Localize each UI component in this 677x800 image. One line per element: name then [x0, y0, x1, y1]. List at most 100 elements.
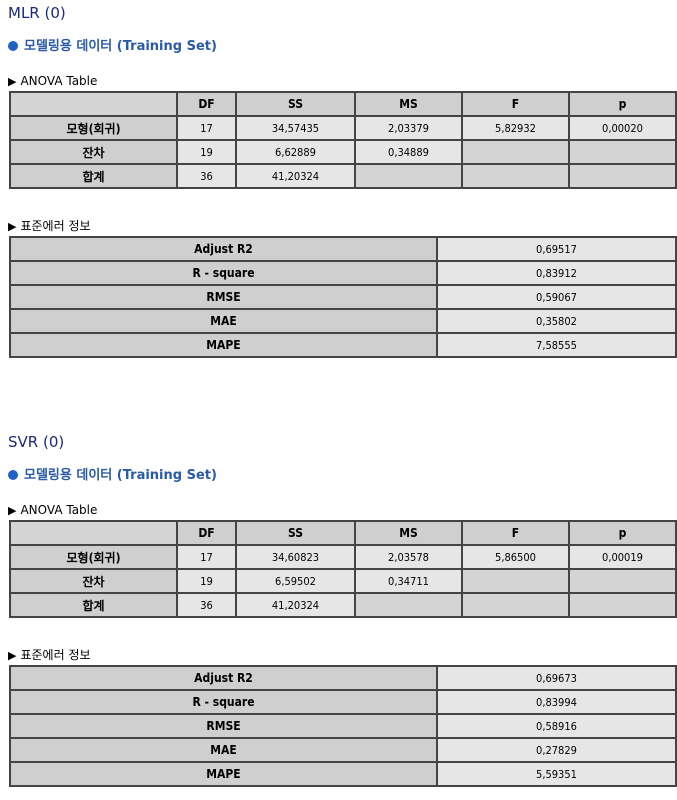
dataset-title: 모델링용 데이터 (Training Set): [8, 39, 217, 55]
table-row: 합계 36 41,20324: [9, 163, 677, 189]
row-header: R - square: [9, 689, 438, 715]
triangle-right-icon: ▶: [8, 649, 17, 662]
cell-ss: 41,20324: [235, 592, 356, 618]
cell-f: 5,86500: [461, 544, 570, 570]
cell-value: 0,35802: [436, 308, 677, 334]
cell-value: 7,58555: [436, 332, 677, 358]
row-header: 합계: [9, 592, 178, 618]
cell-p: 0,00019: [568, 544, 677, 570]
error-table: Adjust R2 0,69517 R - square 0,83912 RMS…: [9, 236, 677, 358]
cell-p: [568, 163, 677, 189]
table-row: RMSE 0,58916: [9, 713, 677, 739]
row-header: 잔차: [9, 139, 178, 165]
cell-df: 19: [176, 139, 237, 165]
cell-df: 17: [176, 544, 237, 570]
col-header-p: p: [568, 520, 677, 546]
col-header-ss: SS: [235, 91, 356, 117]
cell-ms: 0,34711: [354, 568, 463, 594]
cell-value: 5,59351: [436, 761, 677, 787]
col-header-f: F: [461, 91, 570, 117]
col-header-f: F: [461, 520, 570, 546]
anova-label: ▶ ANOVA Table: [8, 503, 97, 518]
bullet-dot-icon: [8, 41, 18, 51]
cell-df: 36: [176, 163, 237, 189]
dataset-title: 모델링용 데이터 (Training Set): [8, 468, 217, 484]
dataset-label: 모델링용 데이터 (Training Set): [24, 468, 217, 483]
col-header-ss: SS: [235, 520, 356, 546]
row-header: RMSE: [9, 713, 438, 739]
anova-header-row: DF SS MS F p: [9, 520, 677, 546]
table-row: R - square 0,83994: [9, 689, 677, 715]
cell-ss: 41,20324: [235, 163, 356, 189]
triangle-right-icon: ▶: [8, 504, 17, 517]
cell-f: 5,82932: [461, 115, 570, 141]
col-header-df: DF: [176, 520, 237, 546]
cell-value: 0,27829: [436, 737, 677, 763]
anova-header-row: DF SS MS F p: [9, 91, 677, 117]
model-title: MLR (0): [8, 4, 66, 22]
col-header-df: DF: [176, 91, 237, 117]
anova-label-text: ANOVA Table: [20, 503, 98, 517]
anova-table: DF SS MS F p 모형(회귀) 17 34,60823 2,03578 …: [9, 520, 677, 618]
cell-f: [461, 592, 570, 618]
cell-p: [568, 139, 677, 165]
row-header: MAPE: [9, 332, 438, 358]
error-label: ▶ 표준에러 정보: [8, 648, 91, 663]
row-header: RMSE: [9, 284, 438, 310]
cell-ms: [354, 163, 463, 189]
cell-ss: 34,60823: [235, 544, 356, 570]
error-label-text: 표준에러 정보: [20, 219, 91, 233]
cell-ms: 2,03379: [354, 115, 463, 141]
anova-table: DF SS MS F p 모형(회귀) 17 34,57435 2,03379 …: [9, 91, 677, 189]
table-row: MAE 0,27829: [9, 737, 677, 763]
cell-value: 0,58916: [436, 713, 677, 739]
dataset-label: 모델링용 데이터 (Training Set): [24, 39, 217, 54]
cell-value: 0,83994: [436, 689, 677, 715]
cell-value: 0,83912: [436, 260, 677, 286]
triangle-right-icon: ▶: [8, 75, 17, 88]
cell-f: [461, 139, 570, 165]
col-header-p: p: [568, 91, 677, 117]
cell-p: 0,00020: [568, 115, 677, 141]
row-header: Adjust R2: [9, 665, 438, 691]
table-row: 합계 36 41,20324: [9, 592, 677, 618]
row-header: MAPE: [9, 761, 438, 787]
table-row: 잔차 19 6,62889 0,34889: [9, 139, 677, 165]
table-row: MAPE 7,58555: [9, 332, 677, 358]
col-header-ms: MS: [354, 520, 463, 546]
row-header: MAE: [9, 308, 438, 334]
cell-value: 0,69673: [436, 665, 677, 691]
table-row: 잔차 19 6,59502 0,34711: [9, 568, 677, 594]
cell-value: 0,59067: [436, 284, 677, 310]
anova-label-text: ANOVA Table: [20, 74, 98, 88]
cell-ms: 2,03578: [354, 544, 463, 570]
cell-p: [568, 592, 677, 618]
corner-cell: [9, 91, 178, 117]
cell-df: 36: [176, 592, 237, 618]
cell-f: [461, 568, 570, 594]
row-header: 모형(회귀): [9, 544, 178, 570]
table-row: Adjust R2 0,69673: [9, 665, 677, 691]
error-label-text: 표준에러 정보: [20, 648, 91, 662]
row-header: 잔차: [9, 568, 178, 594]
triangle-right-icon: ▶: [8, 220, 17, 233]
anova-label: ▶ ANOVA Table: [8, 74, 97, 89]
row-header: MAE: [9, 737, 438, 763]
table-row: 모형(회귀) 17 34,57435 2,03379 5,82932 0,000…: [9, 115, 677, 141]
row-header: Adjust R2: [9, 236, 438, 262]
table-row: MAPE 5,59351: [9, 761, 677, 787]
cell-ms: 0,34889: [354, 139, 463, 165]
corner-cell: [9, 520, 178, 546]
bullet-dot-icon: [8, 470, 18, 480]
table-row: MAE 0,35802: [9, 308, 677, 334]
table-row: R - square 0,83912: [9, 260, 677, 286]
cell-df: 19: [176, 568, 237, 594]
cell-f: [461, 163, 570, 189]
row-header: R - square: [9, 260, 438, 286]
cell-ss: 34,57435: [235, 115, 356, 141]
table-row: Adjust R2 0,69517: [9, 236, 677, 262]
table-row: RMSE 0,59067: [9, 284, 677, 310]
row-header: 모형(회귀): [9, 115, 178, 141]
cell-value: 0,69517: [436, 236, 677, 262]
cell-df: 17: [176, 115, 237, 141]
